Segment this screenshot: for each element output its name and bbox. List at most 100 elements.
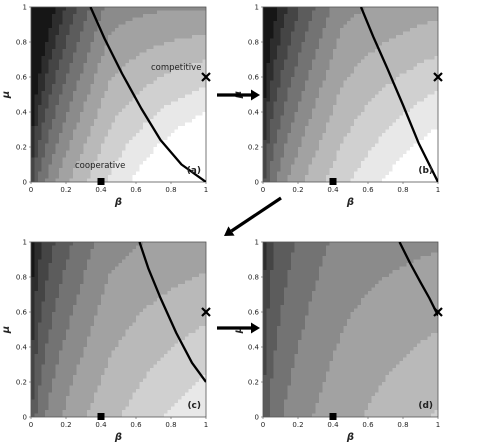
- contour-cell: [336, 147, 341, 152]
- contour-cell: [322, 59, 327, 64]
- contour-cell: [368, 14, 373, 19]
- contour-cell: [420, 154, 425, 159]
- contour-cell: [66, 17, 71, 22]
- contour-cell: [385, 112, 390, 117]
- contour-cell: [368, 122, 373, 127]
- contour-cell: [389, 164, 394, 169]
- contour-cell: [361, 119, 366, 124]
- contour-cell: [192, 87, 197, 92]
- contour-cell: [167, 80, 172, 85]
- contour-cell: [202, 126, 206, 131]
- contour-cell: [350, 10, 355, 15]
- contour-cell: [108, 136, 113, 141]
- contour-cell: [403, 115, 408, 120]
- contour-cell: [76, 168, 81, 173]
- contour-cell: [45, 171, 50, 176]
- contour-cell: [396, 122, 401, 127]
- contour-cell: [139, 35, 144, 40]
- contour-cell: [31, 14, 36, 19]
- contour-cell: [202, 7, 206, 12]
- contour-cell: [76, 24, 81, 29]
- contour-cell: [150, 42, 155, 47]
- contour-cell: [354, 80, 359, 85]
- contour-cell: [90, 98, 95, 103]
- contour-cell: [410, 157, 415, 162]
- contour-cell: [347, 157, 352, 162]
- contour-cell: [185, 24, 190, 29]
- contour-cell: [192, 77, 197, 82]
- contour-cell: [139, 168, 144, 173]
- contour-cell: [368, 84, 373, 89]
- contour-cell: [188, 164, 193, 169]
- contour-cell: [171, 94, 176, 99]
- contour-cell: [136, 147, 141, 152]
- contour-cell: [319, 150, 324, 155]
- contour-cell: [87, 94, 92, 99]
- contour-cell: [153, 168, 158, 173]
- contour-cell: [125, 171, 130, 176]
- contour-cell: [385, 77, 390, 82]
- contour-cell: [97, 80, 102, 85]
- contour-cell: [357, 178, 362, 182]
- contour-cell: [301, 122, 306, 127]
- contour-cell: [115, 14, 120, 19]
- contour-cell: [129, 52, 134, 57]
- contour-cell: [76, 35, 81, 40]
- contour-cell: [178, 157, 183, 162]
- contour-cell: [118, 56, 123, 61]
- contour-cell: [153, 175, 158, 180]
- contour-cell: [277, 133, 282, 138]
- contour-cell: [336, 66, 341, 71]
- contour-cell: [403, 157, 408, 162]
- contour-cell: [73, 84, 78, 89]
- contour-cell: [52, 105, 57, 110]
- contour-cell: [122, 164, 127, 169]
- contour-cell: [48, 168, 53, 173]
- contour-cell: [66, 10, 71, 15]
- contour-cell: [417, 150, 422, 155]
- contour-cell: [160, 87, 165, 92]
- contour-cell: [164, 129, 169, 134]
- contour-cell: [329, 143, 334, 148]
- contour-cell: [273, 122, 278, 127]
- contour-cell: [424, 52, 429, 57]
- contour-cell: [129, 91, 134, 96]
- contour-cell: [399, 164, 404, 169]
- contour-cell: [122, 56, 127, 61]
- contour-cell: [291, 14, 296, 19]
- contour-cell: [326, 77, 331, 82]
- contour-cell: [55, 129, 60, 134]
- contour-cell: [111, 84, 116, 89]
- contour-cell: [129, 84, 134, 89]
- contour-cell: [69, 133, 74, 138]
- contour-cell: [333, 52, 338, 57]
- contour-cell: [181, 80, 186, 85]
- contour-cell: [111, 108, 116, 113]
- contour-cell: [97, 112, 102, 117]
- contour-cell: [389, 140, 394, 145]
- contour-cell: [431, 77, 436, 82]
- contour-cell: [178, 49, 183, 54]
- contour-cell: [171, 122, 176, 127]
- contour-cell: [263, 119, 268, 124]
- contour-cell: [181, 10, 186, 15]
- contour-cell: [104, 143, 109, 148]
- contour-cell: [111, 77, 116, 82]
- contour-cell: [160, 56, 165, 61]
- contour-cell: [125, 45, 130, 50]
- contour-cell: [160, 122, 165, 127]
- contour-cell: [188, 171, 193, 176]
- contour-cell: [55, 161, 60, 166]
- contour-cell: [427, 129, 432, 134]
- contour-cell: [167, 10, 172, 15]
- contour-cell: [354, 56, 359, 61]
- contour-cell: [392, 119, 397, 124]
- contour-cell: [389, 14, 394, 19]
- contour-cell: [319, 171, 324, 176]
- contour-cell: [371, 168, 376, 173]
- contour-cell: [76, 66, 81, 71]
- contour-cell: [336, 49, 341, 54]
- contour-cell: [181, 24, 186, 29]
- contour-cell: [111, 161, 116, 166]
- contour-cell: [157, 84, 162, 89]
